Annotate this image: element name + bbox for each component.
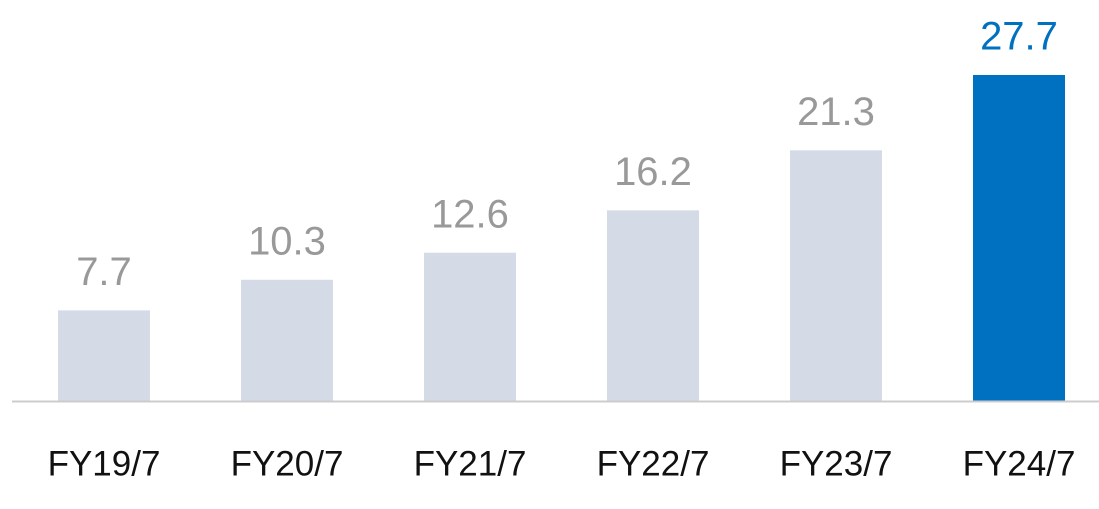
bar — [241, 279, 333, 401]
x-tick-label: FY21/7 — [414, 444, 527, 483]
bar — [790, 150, 882, 401]
x-tick-label: FY20/7 — [231, 444, 344, 483]
x-tick-label: FY23/7 — [780, 444, 893, 483]
x-tick-label: FY19/7 — [48, 444, 161, 483]
value-label: 10.3 — [248, 219, 326, 263]
x-tick-label: FY24/7 — [963, 444, 1076, 483]
value-label: 7.7 — [76, 250, 132, 294]
value-label: 27.7 — [980, 15, 1058, 59]
value-label: 16.2 — [614, 150, 692, 194]
x-tick-label: FY22/7 — [597, 444, 710, 483]
bar — [58, 310, 150, 401]
value-label: 21.3 — [797, 90, 875, 134]
bar — [424, 252, 516, 401]
bar — [973, 75, 1065, 401]
bar — [607, 210, 699, 401]
value-label: 12.6 — [431, 192, 509, 236]
